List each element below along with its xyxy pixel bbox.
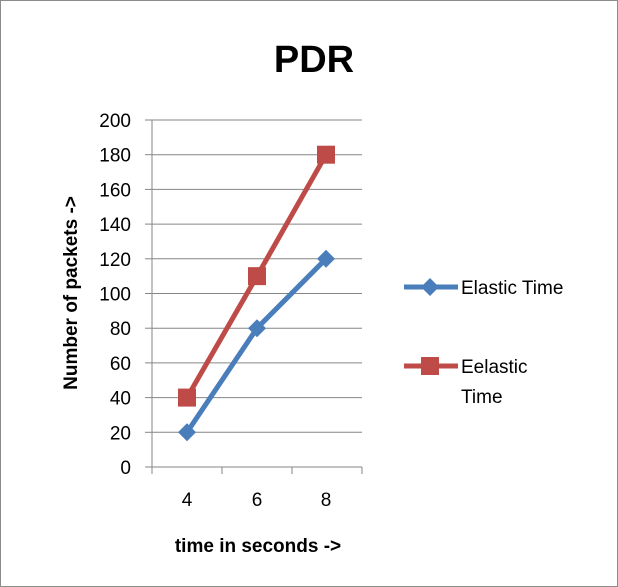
- y-tick-label: 200: [99, 111, 131, 132]
- axes: [151, 120, 362, 468]
- y-tick-label: 140: [99, 215, 131, 236]
- y-tick-label: 180: [99, 146, 131, 167]
- y-axis-ticks: 0 20 40 60 80 100 120 140 160 180 200: [99, 111, 152, 479]
- series-1-point-3: [317, 249, 335, 268]
- x-tick-label: 4: [182, 490, 193, 511]
- y-tick-label: 160: [99, 180, 131, 201]
- legend-label-line: Time: [461, 387, 503, 408]
- series-markers: [178, 145, 335, 442]
- y-tick-label: 60: [110, 354, 131, 375]
- y-tick-label: 0: [120, 458, 131, 479]
- x-tick-label: 6: [252, 490, 263, 511]
- legend-label-line: Eelastic: [461, 357, 528, 378]
- series-1-point-2: [248, 319, 266, 338]
- y-tick-label: 120: [99, 250, 131, 271]
- series-2-point-3: [317, 145, 335, 164]
- series-2-point-1: [178, 388, 196, 407]
- x-axis-ticks: 4 6 8: [151, 467, 363, 511]
- y-axis-label: Number of packets ->: [61, 196, 82, 390]
- series-2-point-2: [248, 267, 266, 286]
- y-tick-label: 40: [110, 389, 131, 410]
- series-1-point-1: [178, 423, 196, 442]
- y-tick-label: 80: [110, 319, 131, 340]
- y-tick-label: 100: [99, 285, 131, 306]
- legend-marker-2: [421, 357, 439, 375]
- x-axis-label: time in seconds ->: [175, 536, 341, 557]
- chart-title: PDR: [274, 39, 354, 81]
- x-tick-label: 8: [321, 490, 332, 511]
- chart-legend: Elastic Time Eelastic Time: [404, 278, 563, 408]
- y-tick-label: 20: [110, 423, 131, 444]
- legend-marker-1: [421, 278, 439, 296]
- legend-label: Elastic Time: [461, 278, 563, 299]
